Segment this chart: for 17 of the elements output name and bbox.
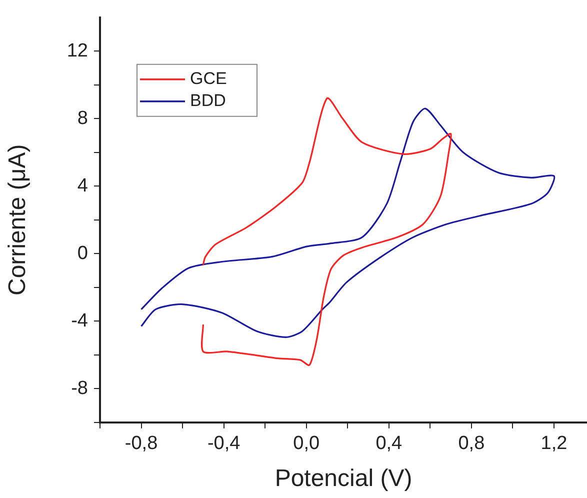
y-tick-label: -8 [71,378,88,399]
y-tick-label: -4 [71,310,88,332]
x-axis-title: Potencial (V) [274,465,412,492]
y-tick-label: 0 [77,242,88,264]
y-tick-label: 4 [77,175,88,196]
y-tick-label: 12 [66,40,88,62]
y-tick-label: 8 [77,108,88,129]
x-tick-label: 0,4 [376,433,403,454]
x-tick-label: 0,8 [458,433,485,454]
y-axis-title: Corriente (μA) [4,144,32,296]
x-tick-label: -0,8 [124,433,158,454]
line-series [140,108,555,338]
x-tick-label: 1,2 [540,433,568,454]
legend-label: BDD [190,91,226,110]
legend-label: GCE [190,69,227,88]
x-tick-label: 0,0 [293,433,320,454]
x-tick-label: -0,4 [207,433,241,454]
